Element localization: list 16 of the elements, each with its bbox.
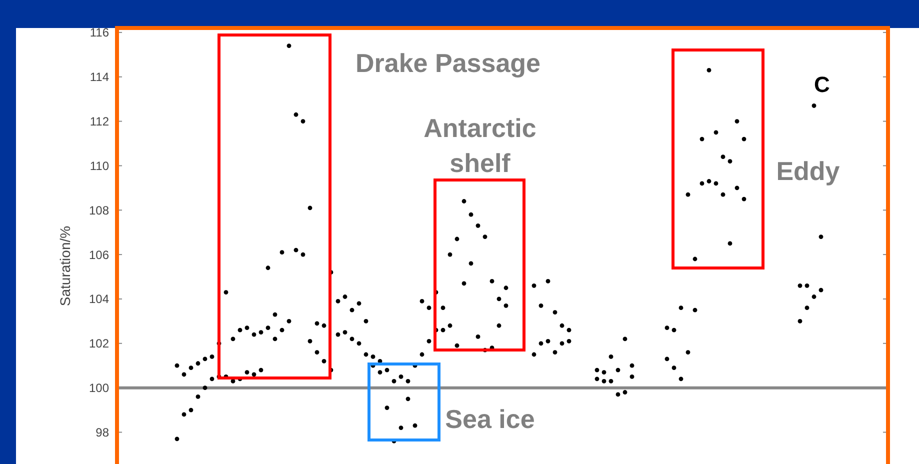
y-tick-label: 108: [88, 203, 110, 218]
y-tick-label: 100: [88, 381, 110, 396]
annotation: Sea ice: [445, 404, 535, 434]
y-tick-label: 112: [90, 114, 110, 128]
y-tick-label: 98: [96, 425, 110, 440]
y-tick-label: 114: [90, 70, 110, 84]
annotation: C: [814, 72, 830, 97]
y-tick-label: 104: [88, 292, 110, 306]
y-tick-label: 106: [88, 248, 110, 262]
y-tick-label: 116: [90, 26, 110, 40]
annotation: Eddy: [776, 156, 840, 186]
annotation: Drake Passage: [355, 48, 541, 78]
y-tick-label: 110: [90, 158, 110, 173]
annotation: Antarctic shelf: [424, 113, 536, 178]
y-tick-label: 102: [88, 336, 110, 351]
y-axis-title: Saturation/%: [57, 226, 73, 306]
